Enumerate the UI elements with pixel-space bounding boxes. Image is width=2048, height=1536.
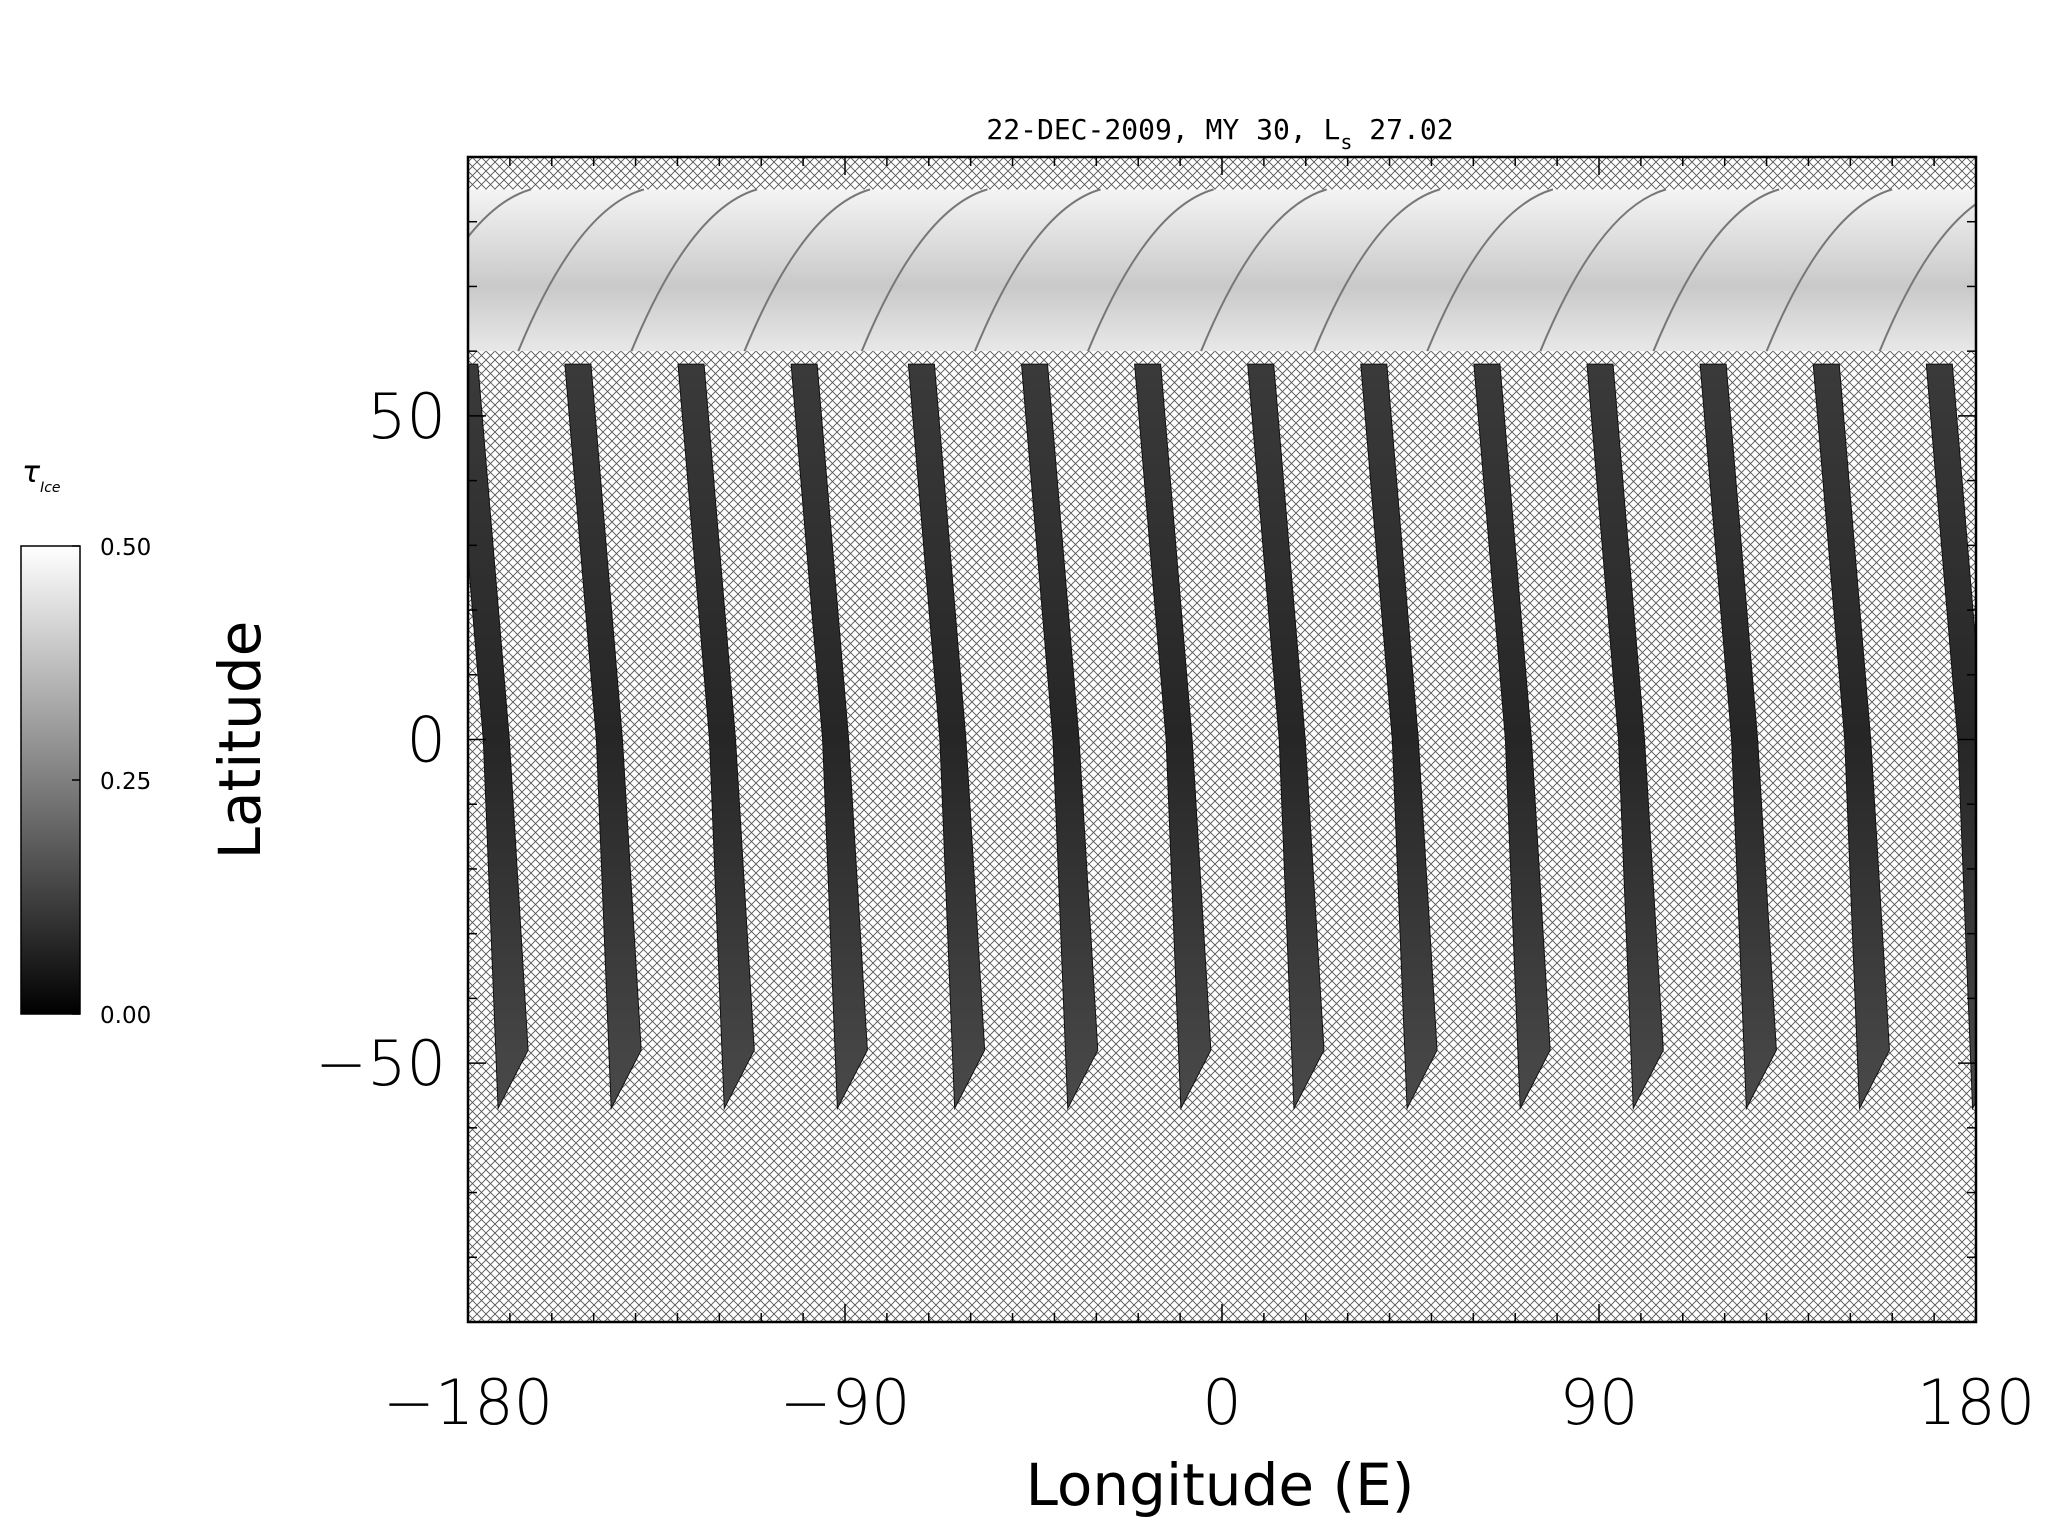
colorbar-label: τIce <box>22 455 61 496</box>
data-swath <box>1020 363 1099 1111</box>
polar-cap-band <box>468 189 1976 352</box>
data-swath <box>1699 363 1777 1111</box>
cap-swath-edge <box>1426 188 1554 352</box>
data-swath <box>1473 363 1551 1111</box>
y-tick-label: 50 <box>367 380 446 453</box>
axis-ticks <box>467 156 1977 1323</box>
colorbar-tick-label: 0.50 <box>100 535 151 561</box>
colorbar-tick-label: 0.25 <box>100 769 151 795</box>
colorbar: τIce 0.50 0.25 0.00 <box>20 455 151 1029</box>
cap-swath-edge <box>1200 188 1327 352</box>
data-swath <box>677 363 755 1111</box>
cap-swath-edge <box>468 188 532 239</box>
x-tick-label: 0 <box>1202 1366 1241 1439</box>
data-swath <box>1925 363 1976 1111</box>
cap-swath-edge <box>1878 202 1976 352</box>
cap-swath-edge <box>517 188 645 352</box>
data-swath <box>1247 363 1325 1111</box>
cap-swath-edge <box>743 188 871 352</box>
chart-title: 22-DEC-2009, MY 30, Ls 27.02 <box>986 113 1453 154</box>
cap-swath-edge <box>1539 188 1667 352</box>
data-swath <box>907 363 986 1111</box>
data-swath <box>1134 363 1212 1111</box>
x-tick-label: −90 <box>780 1366 911 1439</box>
cap-swath-edge <box>1087 188 1214 352</box>
x-tick-label: −180 <box>383 1366 553 1439</box>
cap-swath-edge <box>1313 188 1441 352</box>
colorbar-tick-label: 0.00 <box>100 1003 151 1029</box>
x-tick-label: 90 <box>1560 1366 1639 1439</box>
data-swath <box>564 363 642 1111</box>
x-tick-label: 180 <box>1917 1366 2035 1439</box>
colorbar-gradient <box>20 545 81 1015</box>
cap-swath-edge <box>1652 188 1780 352</box>
data-swath <box>790 363 868 1111</box>
colorbar-ticks: 0.50 0.25 0.00 <box>72 535 151 1029</box>
cap-swath-edge <box>1765 188 1893 352</box>
x-axis-label: Longitude (E) <box>1026 1451 1415 1519</box>
x-tick-labels: −180 −90 0 90 180 <box>383 1366 2035 1439</box>
ice-opacity-data-layer <box>468 188 1976 1111</box>
y-axis-label: Latitude <box>206 621 274 860</box>
cap-swath-edge <box>860 188 988 352</box>
data-swath <box>1360 363 1438 1111</box>
data-swath <box>1812 363 1890 1111</box>
cap-swath-edge <box>630 188 758 352</box>
cap-swath-edge <box>973 188 1101 352</box>
y-tick-labels: −50 0 50 <box>315 380 446 1100</box>
y-tick-label: −50 <box>315 1027 446 1100</box>
data-swath <box>1586 363 1664 1111</box>
y-tick-label: 0 <box>407 704 446 777</box>
